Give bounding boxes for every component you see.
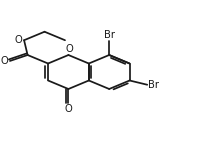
Text: Br: Br	[104, 30, 115, 40]
Text: O: O	[64, 104, 72, 114]
Text: Br: Br	[148, 80, 159, 90]
Text: O: O	[15, 35, 22, 44]
Text: O: O	[65, 44, 73, 54]
Text: O: O	[1, 56, 9, 66]
